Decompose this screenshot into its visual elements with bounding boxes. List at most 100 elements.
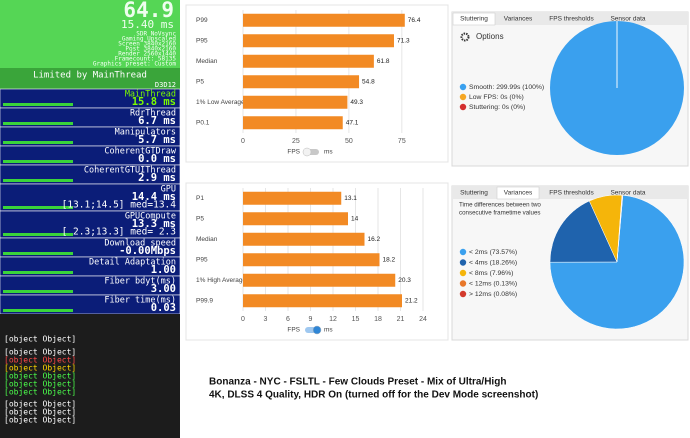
frametime: 15.40 ms	[121, 18, 174, 31]
stat-line: [object Object]	[4, 408, 76, 417]
bar	[243, 212, 348, 226]
value-label: 13.1	[344, 195, 357, 202]
gear-icon	[460, 32, 470, 42]
fps: 64.9	[123, 0, 174, 22]
info-line: Post 3840x2160	[125, 46, 176, 53]
overlay-header-bg	[0, 0, 180, 68]
info-line: Gaming Upscaled	[122, 36, 177, 43]
category-label: P95	[196, 37, 208, 44]
metric-graph	[3, 122, 73, 125]
metric-detail: [13.1;14.5] med=13.4	[62, 200, 177, 211]
metric-label: Manipulators	[115, 128, 176, 138]
tab[interactable]: Stuttering	[460, 190, 488, 197]
stat-line: [object Object]	[4, 400, 76, 409]
stats-bg	[0, 314, 180, 438]
category-label: 1% Low Average	[196, 99, 245, 106]
metric-detail: [ 2.3;13.3] med= 2.3	[62, 227, 176, 238]
tab[interactable]: FPS thresholds	[549, 16, 594, 23]
metric-label: CoherentGTUIThread	[84, 166, 176, 176]
metric-value: 14.4 ms	[132, 191, 176, 203]
info-line: Render 2560x1440	[118, 51, 176, 58]
legend-swatch	[459, 248, 467, 256]
metric-graph	[3, 141, 73, 144]
metric-value: 1.00	[151, 264, 176, 276]
x-tick-label: 21	[397, 316, 405, 323]
category-label: Median	[196, 236, 218, 243]
metric-label: Fiber time(ms)	[104, 296, 176, 306]
stat-line: [object Object]	[4, 348, 76, 357]
legend-label: < 2ms (73.57%)	[469, 249, 517, 256]
stat-line: [object Object]	[4, 380, 76, 389]
metric-value: 0.0 ms	[138, 153, 176, 165]
stat-line: [object Object]	[4, 388, 76, 397]
limited-bg	[0, 68, 180, 89]
tab[interactable]: Sensor data	[610, 16, 645, 23]
toggle-knob	[312, 325, 322, 335]
stat-line: [object Object]	[4, 364, 76, 373]
caption-line: 4K, DLSS 4 Quality, HDR On (turned off f…	[209, 390, 538, 401]
x-tick-label: 15	[352, 316, 360, 323]
x-tick-label: 6	[286, 316, 290, 323]
bar	[243, 294, 402, 308]
info-line: Framecount: 58135	[115, 56, 177, 63]
stat-line: [object Object]	[4, 372, 76, 381]
x-tick-label: 12	[329, 316, 337, 323]
legend-swatch	[459, 103, 467, 111]
toggle-label: FPS	[287, 327, 300, 334]
metric-label: Download speed	[104, 239, 176, 249]
legend-label: Stuttering: 0s (0%)	[469, 104, 525, 111]
metric-value: 6.7 ms	[138, 115, 176, 127]
bar	[243, 232, 365, 246]
legend-label: < 12ms (0.13%)	[469, 280, 517, 287]
x-tick-label: 50	[345, 138, 353, 145]
tab[interactable]: Variances	[504, 190, 533, 197]
legend-swatch	[459, 269, 467, 277]
value-label: 47.1	[346, 119, 359, 126]
value-label: 71.3	[397, 37, 410, 44]
metric-label: MainThread	[125, 90, 176, 100]
metric-graph	[3, 252, 73, 255]
x-tick-label: 9	[309, 316, 313, 323]
metric-value: 3.00	[151, 283, 176, 295]
x-tick-label: 24	[419, 316, 427, 323]
tab[interactable]: Sensor data	[610, 190, 645, 197]
metric-graph	[3, 206, 73, 209]
x-tick-label: 0	[241, 138, 245, 145]
category-label: P5	[196, 215, 204, 222]
x-tick-label: 0	[241, 316, 245, 323]
options[interactable]: Options	[476, 32, 504, 41]
metric-label: GPUCompute	[125, 212, 176, 222]
tab[interactable]: FPS thresholds	[549, 190, 594, 197]
legend-swatch	[459, 93, 467, 101]
bar	[243, 34, 394, 48]
value-label: 54.8	[362, 78, 375, 85]
bar	[243, 273, 396, 287]
bar	[243, 116, 343, 130]
x-tick-label: 75	[398, 138, 406, 145]
legend-swatch	[459, 280, 467, 287]
info-line: Screen 3840x2160	[118, 41, 176, 48]
metric-value: 5.7 ms	[138, 134, 176, 146]
legend-label: Low FPS: 0s (0%)	[469, 94, 524, 101]
tab[interactable]: Stuttering	[460, 16, 488, 23]
tab-bar	[452, 12, 688, 25]
metric-value: 2.9 ms	[138, 172, 176, 184]
pie-subtitle: Time differences between two	[459, 202, 541, 209]
bar	[243, 191, 342, 205]
bar	[243, 253, 380, 267]
metric-label: RdrThread	[130, 109, 176, 119]
metric-graph	[3, 233, 73, 236]
pie-slice	[616, 194, 624, 263]
metric-graph	[3, 179, 73, 182]
toggle-label: FPS	[287, 149, 300, 156]
tab[interactable]: Variances	[504, 16, 533, 23]
category-label: P1	[196, 195, 204, 202]
metric-graph	[3, 309, 73, 312]
value-label: 16.2	[368, 236, 381, 243]
category-label: P99.9	[196, 297, 213, 304]
stat-line: [object Object]	[4, 335, 76, 344]
value-label: 61.8	[377, 58, 390, 65]
info-line: Graphics preset: Custom	[93, 61, 176, 68]
category-label: 1% High Average	[196, 277, 246, 284]
